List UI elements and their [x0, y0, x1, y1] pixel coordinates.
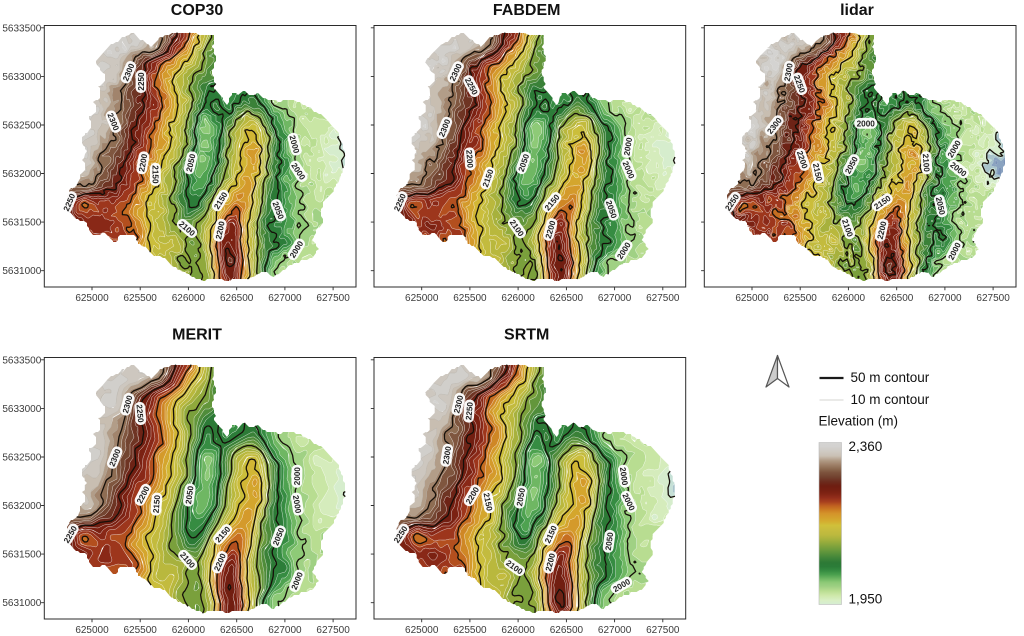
svg-text:625000: 625000: [405, 293, 439, 304]
svg-text:2,360: 2,360: [849, 439, 883, 454]
svg-text:2000: 2000: [293, 467, 302, 486]
svg-text:627500: 627500: [646, 625, 680, 636]
svg-text:MERIT: MERIT: [172, 327, 222, 344]
svg-text:625500: 625500: [784, 293, 818, 304]
svg-text:2050: 2050: [184, 485, 196, 505]
svg-text:5632500: 5632500: [2, 453, 41, 464]
svg-text:627500: 627500: [316, 625, 350, 636]
svg-text:5631500: 5631500: [2, 218, 41, 229]
svg-text:626500: 626500: [880, 293, 914, 304]
svg-text:2050: 2050: [934, 196, 947, 216]
svg-text:5633500: 5633500: [2, 355, 41, 366]
svg-text:2050: 2050: [604, 531, 616, 551]
svg-text:627500: 627500: [316, 293, 350, 304]
svg-text:2300: 2300: [441, 445, 453, 465]
svg-text:627500: 627500: [646, 293, 680, 304]
svg-text:2200: 2200: [876, 220, 889, 240]
svg-text:5631000: 5631000: [2, 598, 41, 609]
svg-text:5632500: 5632500: [2, 121, 41, 132]
svg-text:2000: 2000: [618, 467, 630, 487]
svg-text:625500: 625500: [124, 293, 158, 304]
svg-text:2150: 2150: [152, 494, 163, 513]
svg-text:627500: 627500: [976, 293, 1010, 304]
svg-text:626000: 626000: [172, 625, 206, 636]
svg-text:627000: 627000: [598, 625, 632, 636]
svg-text:SRTM: SRTM: [504, 327, 549, 344]
svg-text:5631500: 5631500: [2, 550, 41, 561]
svg-text:626000: 626000: [832, 293, 866, 304]
svg-text:2050: 2050: [185, 153, 198, 173]
svg-text:2250: 2250: [464, 401, 475, 420]
svg-text:5633000: 5633000: [2, 404, 41, 415]
svg-text:COP30: COP30: [171, 2, 224, 19]
svg-text:2300: 2300: [452, 394, 465, 414]
svg-text:2100: 2100: [921, 153, 931, 172]
svg-text:lidar: lidar: [840, 2, 874, 19]
svg-text:627000: 627000: [928, 293, 962, 304]
svg-text:625500: 625500: [453, 293, 487, 304]
svg-text:2200: 2200: [137, 153, 149, 173]
svg-text:626500: 626500: [550, 625, 584, 636]
svg-text:5632000: 5632000: [2, 501, 41, 512]
svg-text:627000: 627000: [268, 625, 302, 636]
svg-text:2200: 2200: [464, 150, 474, 169]
svg-text:2250: 2250: [137, 72, 146, 91]
svg-text:5633500: 5633500: [2, 23, 41, 34]
svg-text:5633000: 5633000: [2, 72, 41, 83]
svg-text:2200: 2200: [544, 552, 557, 572]
svg-text:626500: 626500: [550, 293, 584, 304]
svg-text:627000: 627000: [598, 293, 632, 304]
svg-text:2200: 2200: [214, 220, 227, 240]
svg-text:626500: 626500: [220, 625, 254, 636]
svg-text:625500: 625500: [124, 625, 158, 636]
svg-text:10 m contour: 10 m contour: [851, 392, 930, 407]
svg-text:50 m contour: 50 m contour: [851, 370, 930, 385]
svg-text:625000: 625000: [405, 625, 439, 636]
svg-text:2000: 2000: [291, 494, 303, 514]
svg-text:2150: 2150: [811, 162, 824, 182]
svg-text:626000: 626000: [501, 625, 535, 636]
svg-text:625000: 625000: [735, 293, 769, 304]
svg-text:2000: 2000: [857, 119, 876, 128]
svg-text:2050: 2050: [515, 487, 527, 507]
svg-text:626000: 626000: [172, 293, 206, 304]
svg-text:2300: 2300: [783, 62, 795, 82]
svg-text:627000: 627000: [268, 293, 302, 304]
svg-text:626000: 626000: [501, 293, 535, 304]
svg-text:FABDEM: FABDEM: [493, 2, 561, 19]
svg-text:5631000: 5631000: [2, 266, 41, 277]
svg-text:625000: 625000: [75, 293, 109, 304]
svg-text:2150: 2150: [150, 165, 159, 184]
svg-text:Elevation (m): Elevation (m): [819, 414, 899, 429]
svg-text:2250: 2250: [135, 404, 146, 423]
svg-text:2000: 2000: [622, 136, 634, 156]
svg-text:1,950: 1,950: [849, 592, 883, 607]
svg-text:625000: 625000: [75, 625, 109, 636]
svg-text:2150: 2150: [482, 492, 494, 512]
svg-text:625500: 625500: [453, 625, 487, 636]
svg-text:626500: 626500: [220, 293, 254, 304]
svg-text:5632000: 5632000: [2, 169, 41, 180]
